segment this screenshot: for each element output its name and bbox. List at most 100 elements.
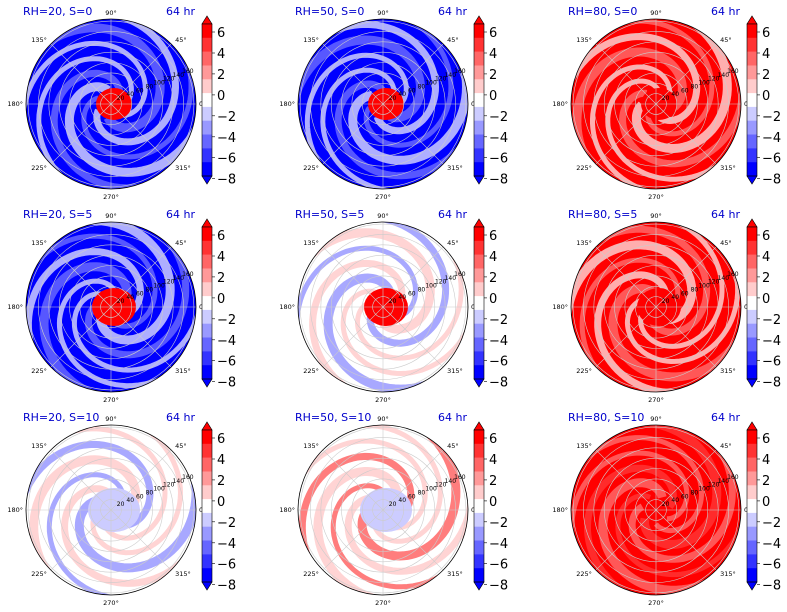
panel-time-label: 64 hr [711,5,740,18]
angle-label-layer: 90°45°0°315°270°225°180°135° [279,415,478,607]
rainband [608,283,741,382]
colorbar-segment [474,526,484,541]
rainband [344,494,468,575]
colorbar-tick-label: 2 [217,68,225,83]
angle-tick-label: 180° [279,506,295,514]
angle-tick-label: 90° [650,415,662,423]
colorbar-segment [747,443,757,458]
colorbar-tick-label: −8 [489,579,508,594]
angular-grid-line [110,103,172,165]
polar-panel: RH=50, S=10 64 hr 20 40 60 80 100 120 140 160 90° 4… [272,406,534,610]
colorbar-tick-label: −6 [489,152,508,167]
radial-tick-label: 120 [435,76,447,83]
colorbar-tick-label: 6 [762,229,770,244]
angular-grid-line [382,43,444,105]
colorbar-over-arrow [473,218,485,228]
colorbar-segment [202,240,212,255]
colorbar-tick-label: −4 [762,334,781,349]
radial-tick-label: 20 [117,95,125,102]
angle-tick-label: 270° [103,193,119,201]
angle-tick-label: 90° [377,212,389,220]
radial-tick-label: 40 [126,294,134,301]
angle-tick-label: 270° [375,193,391,201]
radial-tick-label: 160 [182,68,194,75]
radial-tick-label: 100 [153,80,165,87]
colorbar-segment [747,554,757,569]
colorbar-frame [746,226,758,380]
colorbar-segment [747,540,757,555]
colorbar-segment [202,512,212,528]
rainband [334,80,465,180]
angle-tick-label: 90° [105,415,117,423]
colorbar: 6 4 2 0 −2 −4 −6 −8 [473,15,508,188]
colorbar-segment [747,499,757,514]
colorbar-segment [202,134,212,149]
colorbar: 6 4 2 0 −2 −4 −6 −8 [746,15,781,188]
rainband [638,222,725,349]
colorbar-under-arrow [746,175,758,185]
radial-tick-label: 20 [389,501,397,508]
colorbar-segment [202,430,212,445]
angular-grid-line [322,246,384,308]
angle-tick-label: 225° [31,570,47,578]
angular-grid-line [110,43,172,105]
rainband [357,430,461,561]
colorbar-frame [746,23,758,177]
colorbar: 6 4 2 0 −2 −4 −6 −8 [201,15,236,188]
colorbar-segment [747,148,757,163]
angle-tick-label: 135° [576,36,592,44]
colorbar-tick-label: −4 [762,131,781,146]
rainband [313,467,403,595]
colorbar-segment [747,24,757,39]
colorbar-segment [747,457,757,472]
radial-tick-label: 140 [718,72,730,79]
angle-tick-label: 225° [303,367,319,375]
radial-tick-label: 120 [708,76,720,83]
rainband [36,56,134,184]
rainband [56,278,169,389]
rainband [298,438,428,531]
colorbar-frame [201,429,213,583]
radial-tick-label: 140 [445,275,457,282]
rainband [71,291,196,373]
polar-panel: RH=80, S=10 64 hr 20 40 60 80 100 120 140 160 90° 4… [545,406,787,610]
angular-grid-line [595,43,657,105]
colorbar-tick-label: 0 [489,495,497,510]
radial-tick-label: 80 [418,490,426,497]
colorbar-segment [474,499,484,514]
colorbar-tick-label: 4 [217,453,225,468]
radial-tick-label: 160 [727,474,739,481]
colorbar-tick-label: −6 [762,152,781,167]
colorbar-segment [474,337,484,352]
colorbar-segment [747,134,757,149]
radial-tick-label: 140 [173,72,185,79]
colorbar-segment [202,93,212,108]
angle-tick-label: 180° [279,303,295,311]
radial-tick-label: 100 [425,486,437,493]
angle-label-layer: 90°45°0°315°270°225°180°135° [279,212,478,404]
angle-tick-label: 315° [720,570,736,578]
panel-title: RH=50, S=0 [295,5,365,18]
colorbar-segment [202,526,212,541]
angular-grid-line [322,509,384,571]
colorbar-segment [202,296,212,311]
angle-label-layer: 90°45°0°315°270°225°180°135° [552,9,751,201]
rainband [590,64,673,189]
colorbar-tick-label: 4 [489,47,497,62]
colorbar-tick-label: 0 [762,292,770,307]
colorbar-segment [202,337,212,352]
colorbar-segment [747,296,757,311]
colorbar-under-arrow [473,175,485,185]
radial-tick-label: 40 [126,497,134,504]
angle-tick-label: 45° [175,239,187,247]
radial-tick-label: 80 [146,490,154,497]
radial-tick-label: 120 [435,482,447,489]
angular-grid-line [322,103,384,165]
colorbar-segment [474,457,484,472]
radial-tick-label: 140 [718,275,730,282]
angle-tick-label: 135° [576,239,592,247]
radial-tick-label: 40 [398,294,406,301]
